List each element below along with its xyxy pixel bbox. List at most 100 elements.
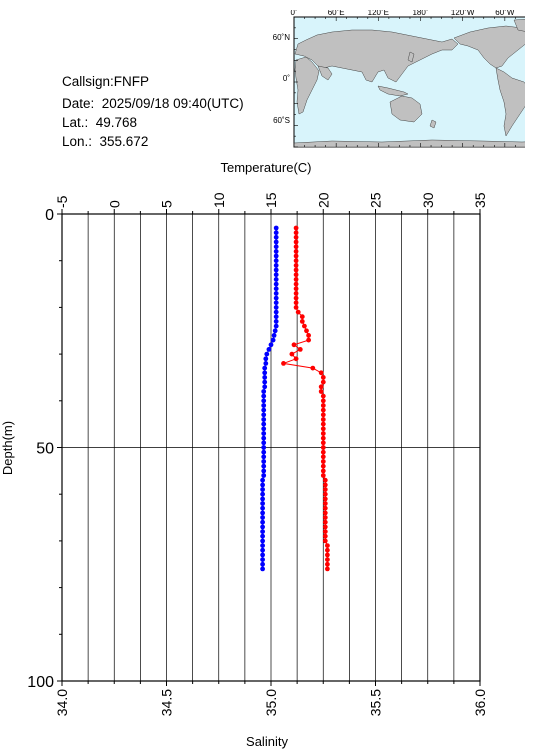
temperature-data-point (270, 337, 276, 343)
temperature-data-point (262, 365, 268, 371)
salinity-data-point (291, 342, 297, 348)
salinity-tick-label: 34.5 (159, 689, 175, 716)
map-ticks (293, 16, 516, 148)
salinity-axis-ticks: 34.0 34.5 35.0 35.5 36.0 (54, 681, 488, 716)
salinity-data-point (320, 393, 326, 399)
salinity-data-point (320, 426, 326, 432)
map-land-japan (407, 51, 415, 63)
temperature-data-point (260, 519, 265, 525)
temperature-data-point (260, 552, 265, 558)
map-land-newzealand (429, 119, 437, 129)
salinity-data-point (322, 487, 328, 492)
salinity-data-point (320, 459, 326, 464)
salinity-data-point (322, 477, 328, 483)
map-landmasses (293, 19, 525, 148)
salinity-data-point (320, 435, 326, 441)
salinity-data-point (293, 234, 299, 240)
map-land-arabia (317, 65, 333, 81)
temperature-data-point (273, 230, 279, 236)
salinity-data-point (318, 384, 324, 390)
temperature-data-point (273, 305, 279, 310)
salinity-data-point (320, 403, 326, 408)
map-land-indonesia (377, 85, 409, 97)
temperature-data-point (260, 547, 265, 553)
salinity-data-point (306, 337, 311, 343)
salinity-data-point (293, 249, 299, 254)
salinity-data-point (297, 347, 303, 352)
salinity-data-point (325, 547, 330, 553)
salinity-data-point (322, 519, 328, 525)
salinity-data-point (293, 305, 299, 310)
salinity-data-point (325, 557, 330, 562)
salinity-data-point (293, 230, 299, 236)
salinity-data-point (320, 473, 326, 478)
map-land-northamerica (453, 25, 525, 69)
temperature-data-point (260, 491, 265, 497)
temperature-data-point (262, 379, 268, 385)
temperature-tick-label: 10 (211, 192, 227, 208)
salinity-series-line (281, 228, 328, 569)
map-latitude-label: 60˚N (273, 33, 291, 42)
temperature-tick-label: 5 (159, 200, 175, 208)
temperature-data-point (261, 468, 267, 474)
temperature-data-point (273, 300, 279, 306)
map-longitude-label: 0˚ (290, 10, 297, 17)
map-latitude-label: 60˚S (273, 116, 290, 125)
temperature-tick-label: 35 (472, 192, 488, 208)
salinity-data-point (320, 431, 326, 436)
series-points (260, 225, 330, 572)
temperature-data-point (261, 407, 267, 413)
salinity-axis-label: Salinity (246, 734, 288, 749)
salinity-data-point (320, 445, 326, 450)
salinity-data-point (322, 533, 328, 539)
salinity-data-point (304, 328, 309, 334)
temperature-data-point (273, 277, 279, 282)
temperature-data-point (268, 342, 274, 348)
temperature-data-point (260, 538, 265, 544)
temperature-data-point (273, 323, 279, 329)
temperature-data-point (273, 286, 279, 292)
salinity-data-point (325, 566, 330, 572)
temperature-data-point (262, 384, 268, 390)
temperature-data-point (261, 463, 267, 469)
latitude-text: Lat.: 49.768 (62, 115, 138, 130)
salinity-data-point (325, 552, 330, 558)
salinity-data-point (320, 449, 326, 455)
temperature-tick-label: 30 (420, 192, 436, 208)
salinity-data-point (320, 463, 326, 469)
temperature-data-point (260, 561, 265, 567)
temperature-data-point (261, 421, 267, 427)
temperature-data-point (261, 440, 267, 446)
temperature-data-point (263, 361, 269, 366)
temperature-data-point (260, 515, 265, 520)
salinity-data-point (322, 496, 328, 502)
salinity-data-point (293, 244, 299, 250)
temperature-data-point (262, 370, 268, 376)
salinity-data-point (293, 286, 299, 292)
map-land-greenland (513, 19, 525, 32)
salinity-data-point (322, 510, 328, 516)
temperature-data-point (261, 473, 267, 478)
salinity-data-point (293, 263, 299, 268)
temperature-data-point (273, 263, 279, 268)
temperature-data-point (261, 389, 267, 394)
map-land-australia (389, 95, 423, 123)
salinity-tick-label: 35.0 (263, 689, 279, 716)
map-longitude-label: 60˚W (495, 10, 515, 17)
map-land-antarctica (293, 139, 525, 148)
salinity-data-point (322, 524, 328, 530)
salinity-data-point (322, 505, 328, 511)
temperature-data-point (261, 412, 267, 418)
salinity-data-point (320, 454, 326, 460)
temperature-data-point (273, 225, 279, 231)
temperature-data-point (273, 253, 279, 259)
salinity-data-point (322, 515, 328, 520)
temperature-tick-label: 15 (263, 192, 279, 208)
temperature-tick-label: 0 (106, 200, 122, 208)
salinity-data-point (281, 361, 286, 366)
salinity-data-point (320, 412, 326, 418)
temperature-data-point (261, 398, 267, 404)
temperature-data-point (260, 505, 265, 511)
